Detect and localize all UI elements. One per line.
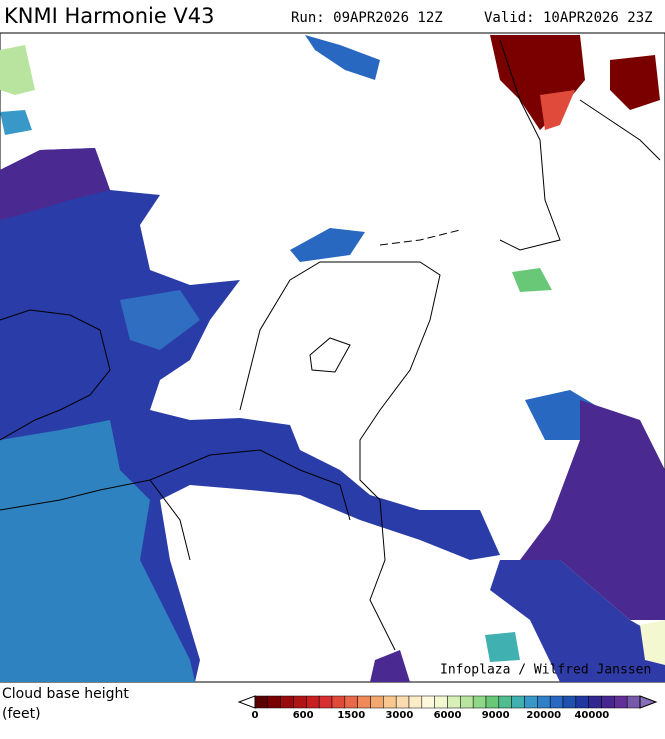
cloud-area	[485, 632, 520, 662]
cloud-area	[370, 650, 410, 682]
colorbar-swatch	[472, 695, 487, 709]
colorbar-swatch	[588, 695, 602, 709]
colorbar-label: 3000	[385, 710, 413, 721]
colorbar-swatch	[460, 695, 474, 709]
cloud-area	[490, 560, 665, 682]
colorbar: 0 600 1500 3000 6000 9000 20000 40000	[237, 695, 658, 721]
cloud-area	[520, 400, 665, 620]
colorbar-swatch	[524, 695, 538, 709]
colorbar-swatch	[498, 695, 512, 709]
colorbar-swatch	[254, 695, 269, 709]
colorbar-swatch	[267, 695, 281, 709]
coastline	[499, 39, 561, 251]
cloud-area	[525, 390, 595, 440]
colorbar-swatch	[575, 695, 589, 709]
colorbar-swatch	[562, 695, 577, 709]
coastline	[379, 229, 461, 246]
border	[0, 479, 191, 561]
colorbar-swatch	[383, 695, 397, 709]
colorbar-swatch	[344, 695, 358, 709]
colorbar-label: 1500	[337, 710, 365, 721]
cloud-area	[305, 35, 380, 80]
model-title: KNMI Harmonie V43	[4, 4, 215, 28]
cloud-area	[120, 290, 200, 350]
colorbar-swatch	[601, 695, 615, 709]
colorbar-label: 20000	[526, 710, 561, 721]
cloud-area	[0, 148, 110, 220]
colorbar-swatch	[447, 695, 461, 709]
border	[149, 449, 351, 521]
colorbar-end	[237, 695, 256, 709]
colorbar-label: 0	[252, 710, 259, 721]
run-time: Run: 09APR2026 12Z	[291, 10, 443, 26]
colorbar-end	[639, 695, 658, 709]
coastline	[579, 99, 661, 161]
cloud-area	[540, 90, 575, 130]
colorbar-swatch	[408, 695, 423, 709]
colorbar-swatch	[318, 695, 333, 709]
colorbar-swatch	[331, 695, 346, 709]
lake	[309, 337, 351, 373]
colorbar-swatch	[293, 695, 307, 709]
colorbar-swatch	[537, 695, 551, 709]
legend-title: Cloud base height	[2, 686, 129, 702]
colorbar-swatch	[370, 695, 384, 709]
coastline	[0, 309, 111, 441]
colorbar-swatch	[614, 695, 628, 709]
colorbar-swatch	[395, 695, 410, 709]
cloud-area	[0, 110, 32, 135]
cloud-area	[640, 620, 665, 665]
colorbar-swatch	[434, 695, 448, 709]
cloud-area	[290, 228, 365, 262]
coastline	[239, 261, 441, 651]
cloud-area	[0, 45, 35, 95]
colorbar-swatch	[549, 695, 564, 709]
valid-time: Valid: 10APR2026 23Z	[484, 10, 653, 26]
legend-unit: (feet)	[2, 706, 41, 722]
colorbar-swatch	[421, 695, 435, 709]
colorbar-swatch	[485, 695, 500, 709]
colorbar-label: 40000	[574, 710, 609, 721]
colorbar-swatch	[357, 695, 371, 709]
colorbar-swatch	[306, 695, 320, 709]
cloud-area	[512, 268, 552, 292]
colorbar-swatch	[626, 695, 641, 709]
colorbar-label: 600	[293, 710, 314, 721]
map	[0, 32, 665, 683]
cloud-area	[0, 420, 195, 682]
colorbar-swatch	[511, 695, 525, 709]
colorbar-swatch	[280, 695, 294, 709]
colorbar-label: 6000	[434, 710, 462, 721]
credit: Infoplaza / Wilfred Janssen	[440, 663, 651, 678]
cloud-area	[610, 55, 660, 110]
colorbar-label: 9000	[482, 710, 510, 721]
